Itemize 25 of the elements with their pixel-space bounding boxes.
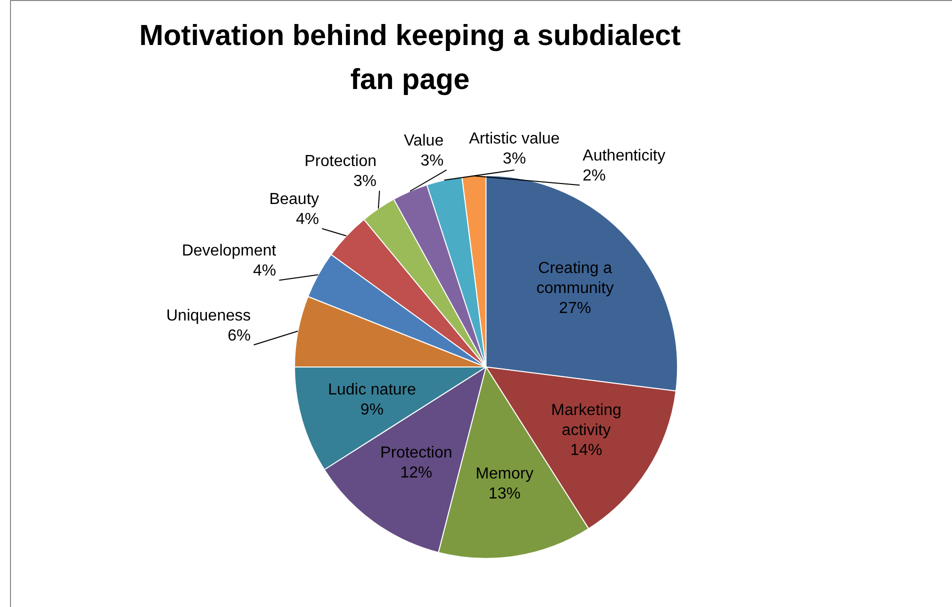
data-label: 3% [502,150,526,168]
slice-label: Memory [476,466,534,483]
data-label: 3% [420,152,444,170]
slice-label: Beauty [269,191,320,208]
data-label: 2% [582,168,606,185]
slice-label: Artistic value [469,130,560,148]
slice-label: Protection [380,444,452,462]
slice-label: Marketing activity [551,402,622,440]
slice-label: Protection [304,153,377,170]
data-label: 6% [228,327,251,344]
slice-label: Authenticity [582,148,666,165]
data-label: 12% [400,464,432,482]
data-label: 3% [353,173,377,190]
data-label: 9% [360,402,384,419]
data-label: 13% [488,486,521,503]
slice-label: Development [182,242,277,260]
data-label: 4% [253,262,276,280]
slice-label: Creating a community [536,260,614,297]
data-label: 27% [559,300,592,317]
slice-label: Uniqueness [166,307,251,324]
slice-label: Ludic nature [328,382,416,399]
chart-title: Motivation behind keeping a subdialect fan page [138,19,682,98]
data-label: 14% [570,442,602,460]
slice-label: Value [404,132,444,150]
data-label: 4% [296,211,320,228]
